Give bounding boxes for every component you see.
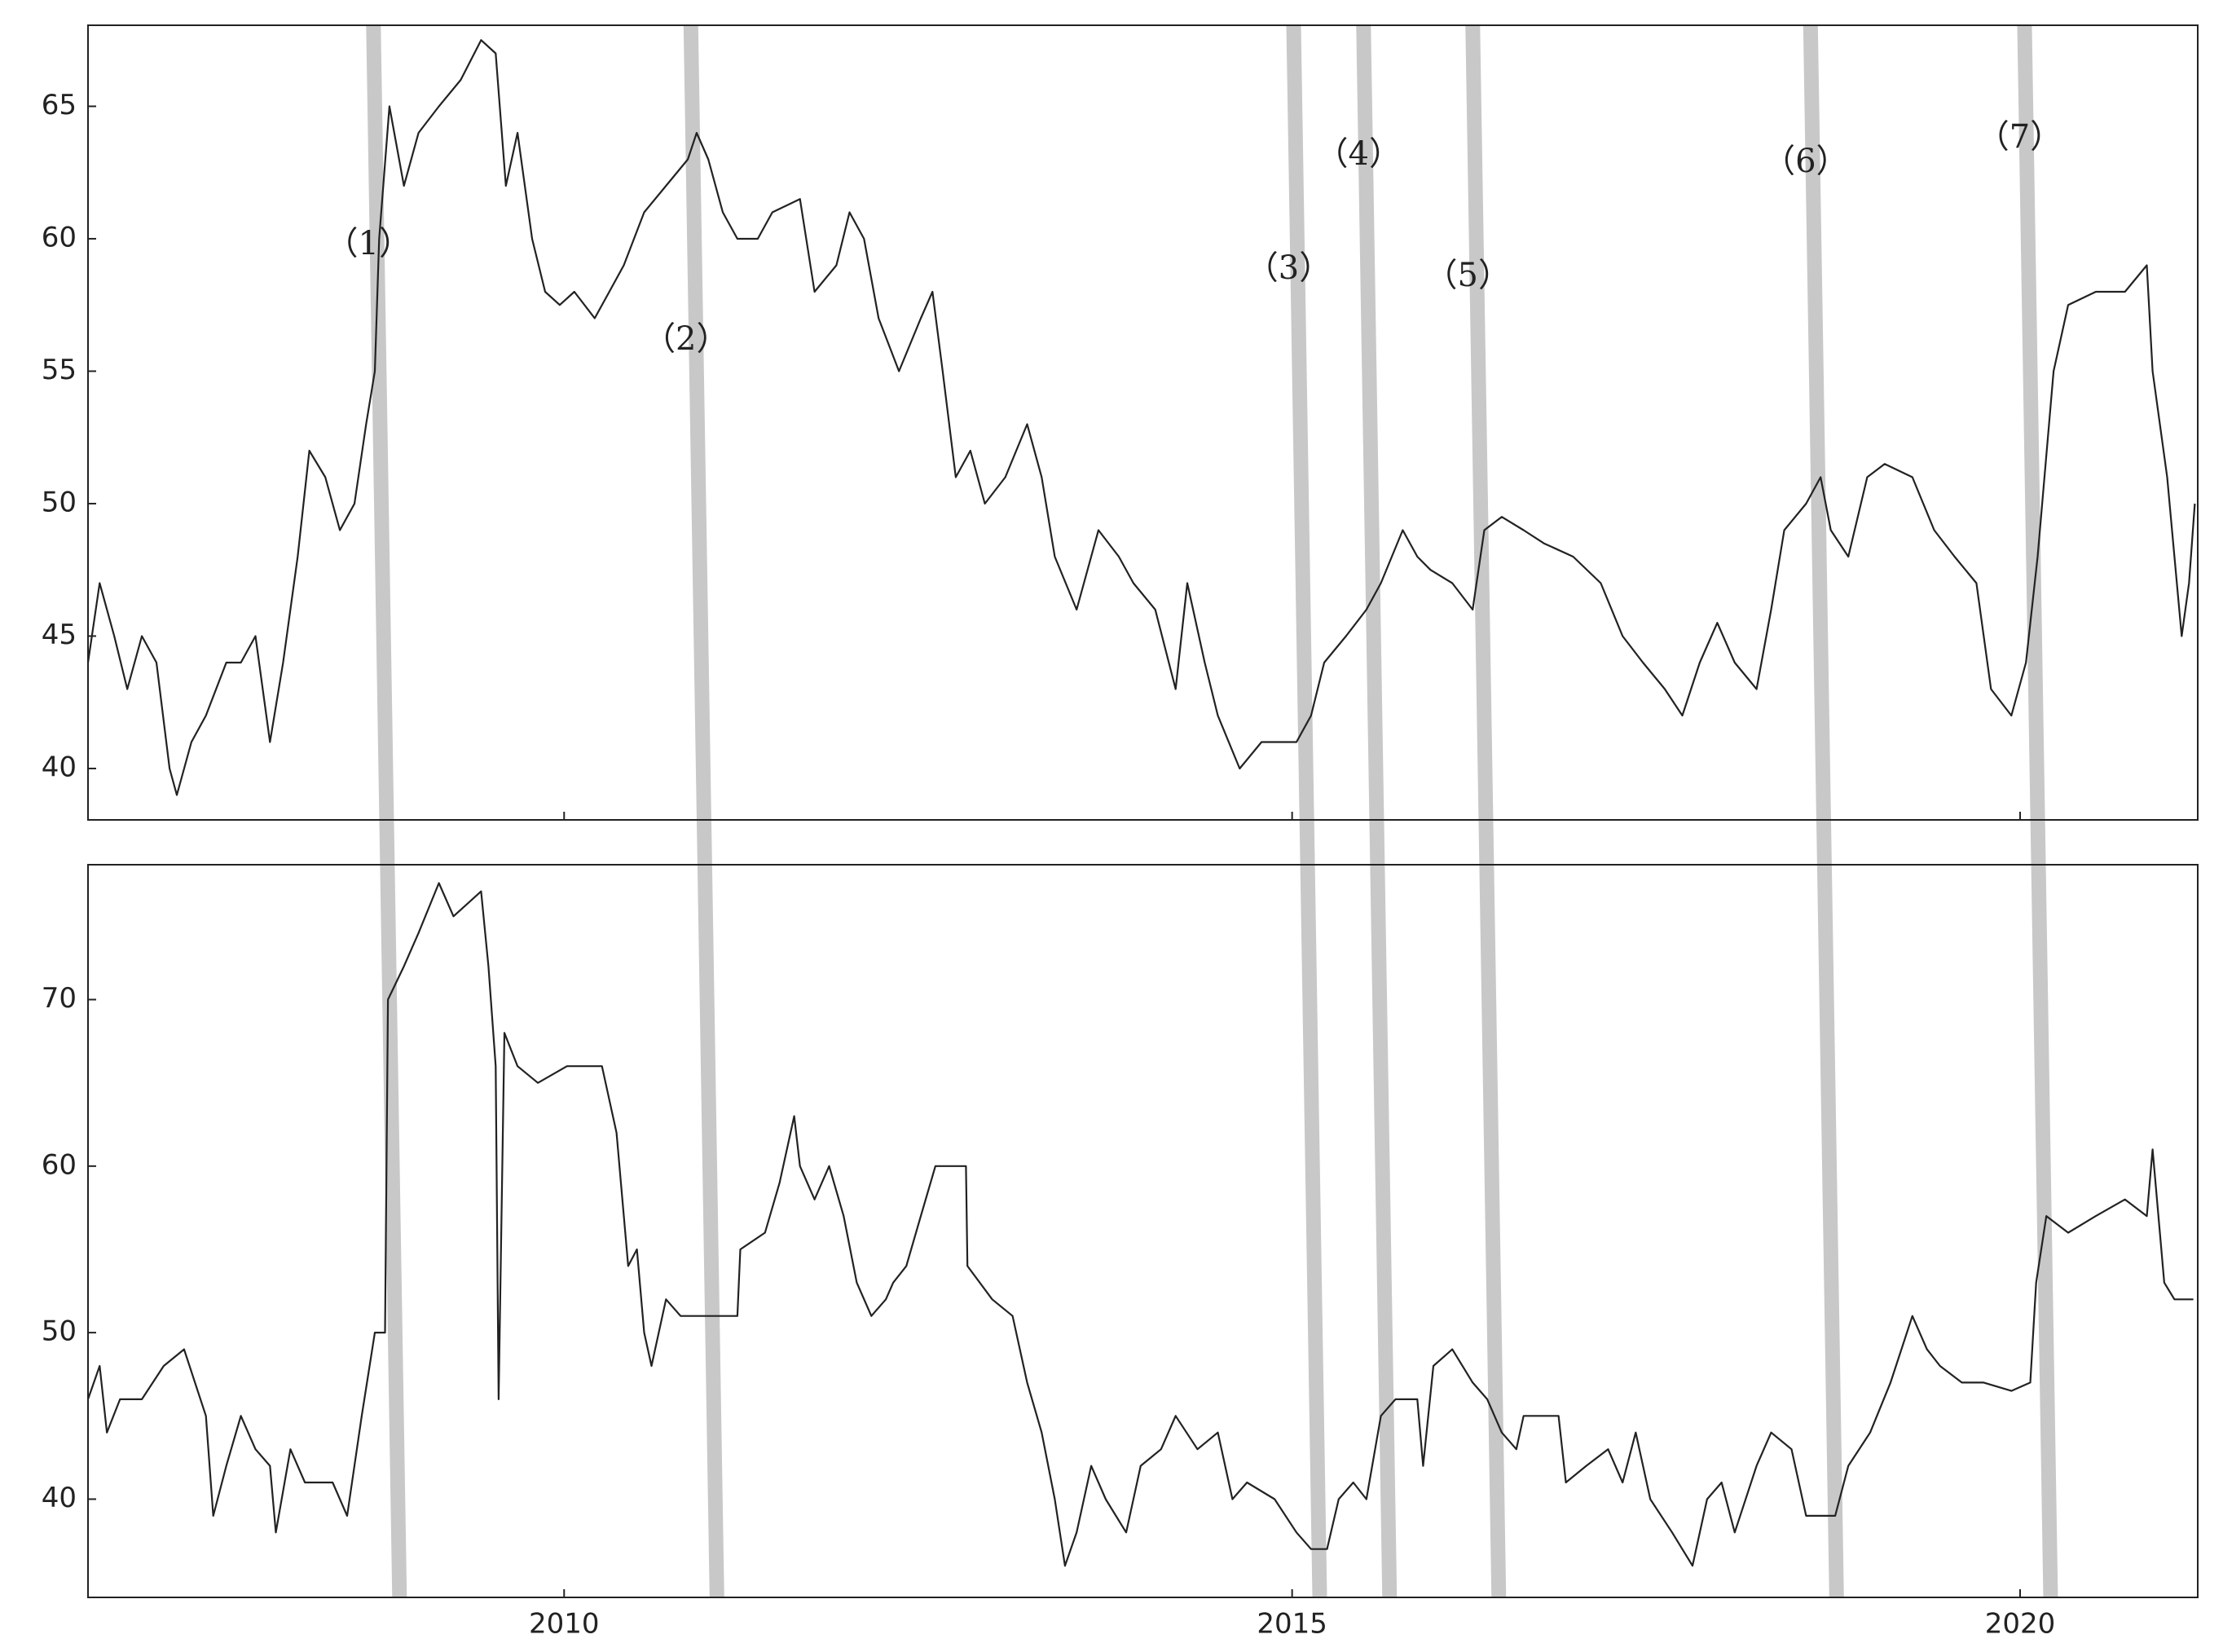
line-series [86,39,2196,796]
event-label: （1） [326,225,412,262]
event-label: （2） [643,320,729,358]
y-tick-label: 50 [42,486,77,518]
plot-frame [87,864,2199,1598]
event-label: （4） [1316,135,1402,173]
y-tick-label: 55 [42,354,77,386]
y-tick-label: 40 [42,1482,77,1514]
x-tick-label: 2015 [1257,1608,1327,1641]
event-band [366,25,407,1597]
event-label: （7） [1977,118,2062,156]
y-tick-label: 50 [42,1315,77,1348]
event-band [1465,25,1507,1597]
event-label: （5） [1425,257,1511,294]
event-band [683,25,724,1597]
y-tick-label: 65 [42,89,77,121]
x-tick-label: 2010 [529,1608,600,1641]
y-tick-label: 40 [42,751,77,783]
event-band [1286,25,1327,1597]
plot-frame [87,24,2199,821]
event-label: （6） [1763,143,1848,180]
y-tick-label: 45 [42,619,77,651]
event-band [1356,25,1398,1597]
event-band [2017,25,2058,1597]
line-series [86,882,2194,1567]
x-tick-label: 2020 [1985,1608,2056,1641]
y-tick-label: 70 [42,982,77,1015]
y-tick-label: 60 [42,221,77,253]
y-tick-label: 60 [42,1148,77,1181]
event-band [1803,25,1844,1597]
event-label: （3） [1246,249,1332,287]
